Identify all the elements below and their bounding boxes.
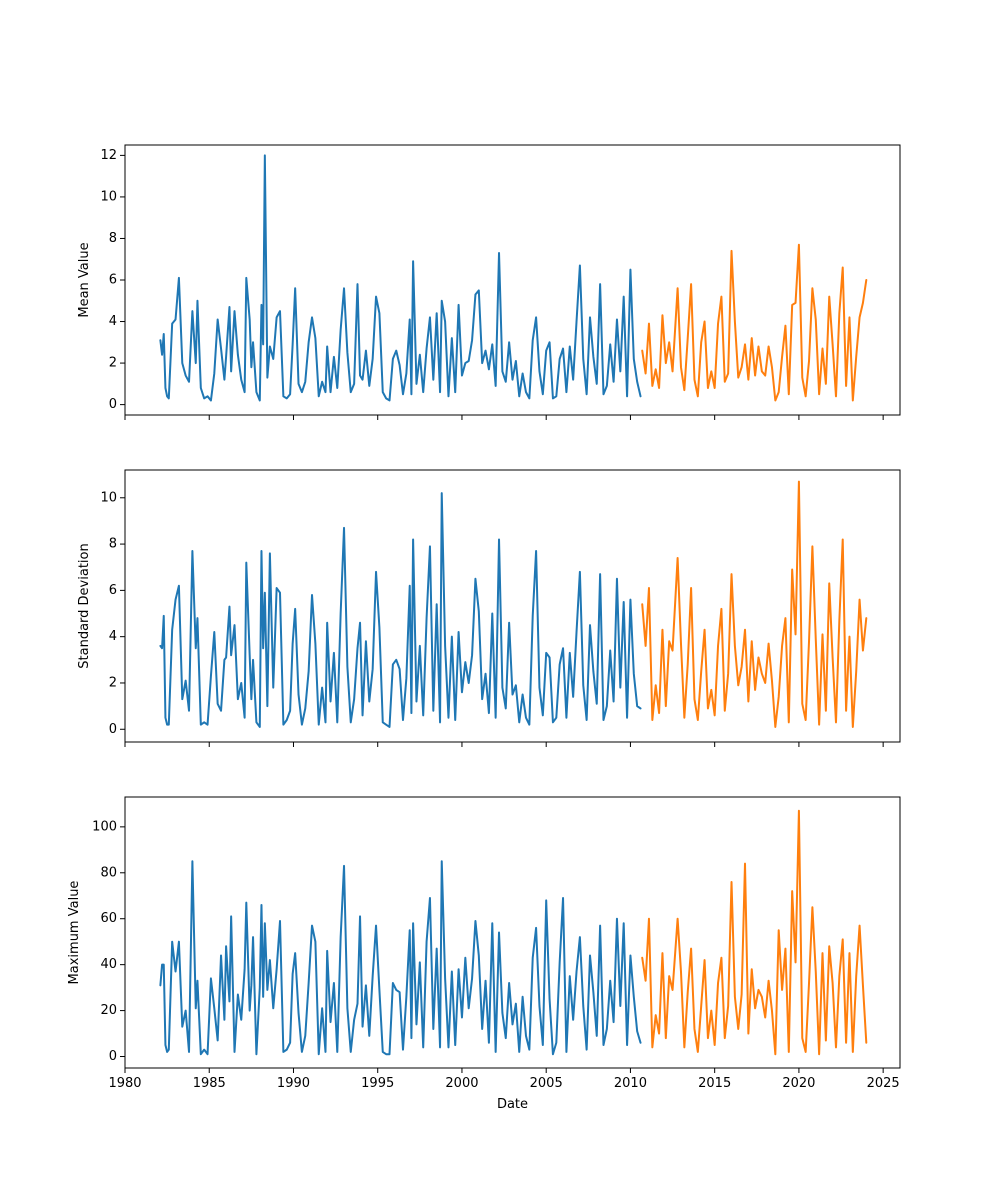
panel-3-series-2-line [641, 809, 868, 1056]
panel-3-y-tick-label: 60 [100, 911, 117, 926]
panel-1-y-tick-label: 12 [100, 148, 117, 163]
panel-2-series-2-line [641, 480, 868, 728]
x-tick-label: 2025 [867, 1076, 900, 1091]
panel-2-y-tick-label: 2 [109, 675, 117, 690]
x-tick-label: 2010 [614, 1076, 647, 1091]
panel-3-y-tick-label: 0 [109, 1049, 117, 1064]
x-tick-label: 1990 [277, 1076, 310, 1091]
panel-1-y-axis-title: Mean Value [77, 242, 92, 317]
panel-2-y-tick-label: 8 [109, 537, 117, 552]
panel-1-y-tick-label: 2 [109, 356, 117, 371]
x-tick-label: 2000 [445, 1076, 478, 1091]
x-tick-label: 1985 [193, 1076, 226, 1091]
x-tick-label: 1995 [361, 1076, 394, 1091]
panel-1-series-2-line [641, 243, 868, 402]
x-axis-title: Date [497, 1097, 528, 1112]
panel-3-y-tick-label: 40 [100, 957, 117, 972]
panel-2-y-tick-label: 0 [109, 722, 117, 737]
panel-3-series-1-line [159, 860, 642, 1056]
panel-2-y-tick-label: 6 [109, 583, 117, 598]
x-tick-label: 2015 [698, 1076, 731, 1091]
panel-3-y-axis-title: Maximum Value [67, 881, 82, 985]
panel-1-y-tick-label: 4 [109, 314, 117, 329]
panel-1-y-tick-label: 10 [100, 189, 117, 204]
panel-2-series-1-line [159, 492, 642, 728]
panel-3-y-tick-label: 20 [100, 1003, 117, 1018]
panel-1-y-tick-label: 8 [109, 231, 117, 246]
panel-2-frame [124, 469, 901, 743]
panel-3-frame [124, 796, 901, 1069]
panel-2-y-axis-title: Standard Deviation [77, 543, 92, 668]
panel-1-y-tick-label: 0 [109, 397, 117, 412]
panel-3-y-tick-label: 100 [92, 819, 117, 834]
x-tick-label: 2020 [782, 1076, 815, 1091]
panel-2-y-tick-label: 10 [100, 490, 117, 505]
panel-1-series-1-line [159, 154, 642, 402]
panel-2-y-tick-label: 4 [109, 629, 117, 644]
x-tick-label: 2005 [530, 1076, 563, 1091]
panel-3-y-tick-label: 80 [100, 865, 117, 880]
x-tick-label: 1980 [108, 1076, 141, 1091]
panel-1-y-tick-label: 6 [109, 273, 117, 288]
